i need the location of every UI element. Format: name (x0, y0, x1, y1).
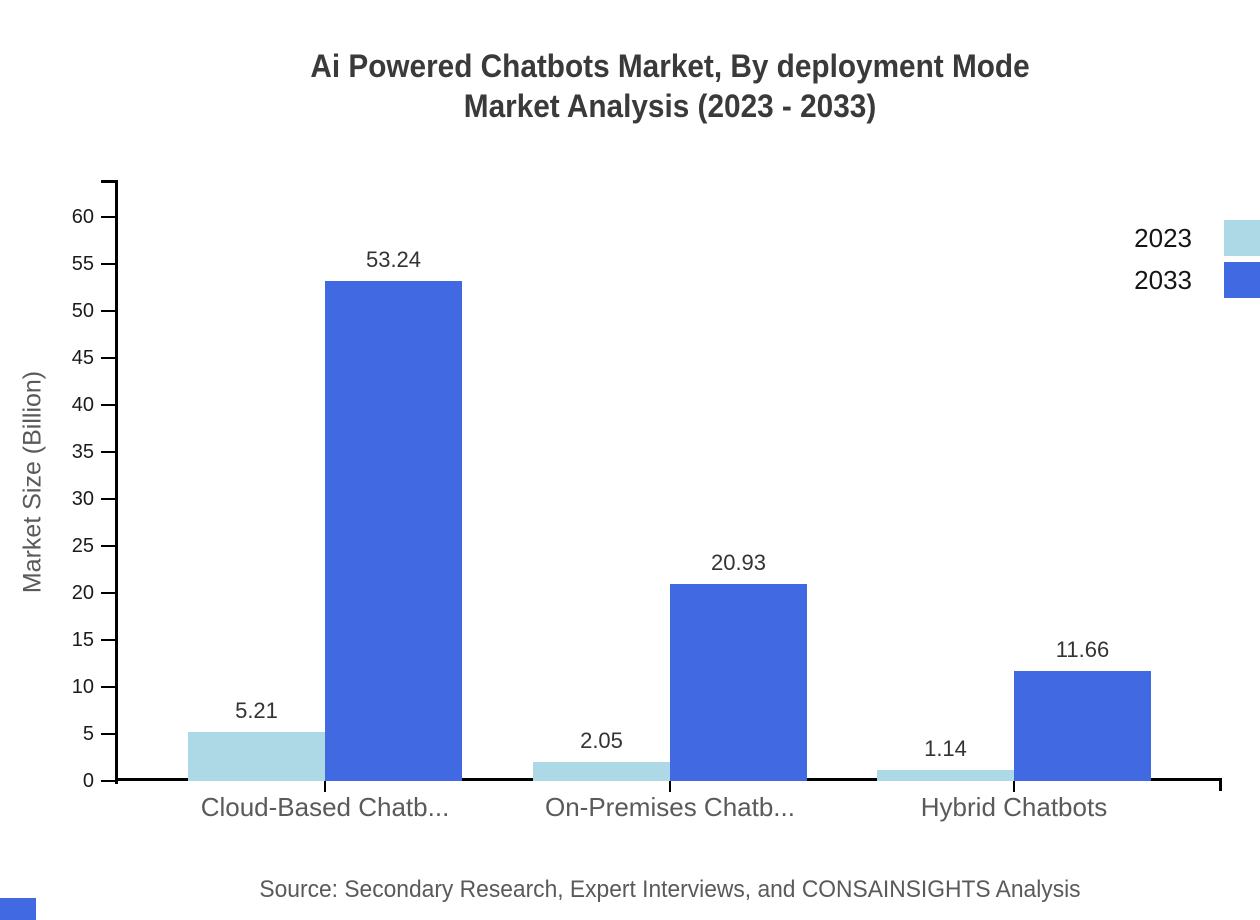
y-axis-tick (101, 639, 115, 641)
y-axis-tick-label: 60 (71, 206, 94, 228)
y-axis-tick-label: 40 (71, 394, 94, 416)
bar-2033-0 (325, 280, 462, 781)
x-axis-end-cap (1219, 781, 1222, 791)
y-axis-tick (101, 357, 115, 359)
y-axis-tick (101, 545, 115, 547)
legend-swatch-2033-icon (1224, 262, 1260, 298)
y-axis-tick-label: 20 (71, 582, 94, 604)
source-note: Source: Secondary Research, Expert Inter… (259, 876, 1081, 903)
x-axis-tick (1013, 781, 1015, 792)
y-axis-tick (101, 498, 115, 500)
legend: 2023 2033 (1134, 220, 1260, 304)
bar-2033-2 (1014, 671, 1151, 781)
y-axis-tick (101, 733, 115, 735)
chart-title-line2: Market Analysis (2023 - 2033) (463, 88, 877, 124)
y-axis-tick-label: 45 (71, 347, 94, 369)
y-axis-tick-label: 15 (71, 629, 94, 651)
y-axis-tick (101, 263, 115, 265)
y-axis-line (115, 180, 118, 784)
bar-value-label: 11.66 (1055, 637, 1110, 663)
y-axis-tick (101, 310, 115, 312)
y-axis-tick-label: 0 (82, 770, 94, 792)
bar-2023-2 (877, 770, 1014, 781)
x-axis-category-label: Hybrid Chatbots (920, 792, 1108, 822)
brand-mark (0, 898, 36, 920)
y-axis-tick-label: 50 (71, 300, 94, 322)
bar-2023-0 (188, 732, 325, 781)
bar-value-label: 1.14 (924, 736, 967, 762)
x-axis-tick (324, 781, 326, 792)
y-axis-tick (101, 404, 115, 406)
chart-title-line1: Ai Powered Chatbots Market, By deploymen… (310, 48, 1030, 84)
y-axis-tick-label: 30 (71, 488, 94, 510)
y-axis-tick-label: 25 (71, 535, 94, 557)
y-axis-tick-label: 5 (82, 723, 94, 745)
plot-area: 0 5 10 15 20 25 30 35 40 45 50 55 60 Cloud-Based Chat… (72, 180, 1222, 822)
legend-label-2033: 2033 (1134, 264, 1192, 295)
y-axis-tick (101, 592, 115, 594)
legend-swatch-2023-icon (1224, 220, 1260, 256)
y-axis-tick (101, 780, 115, 782)
bar-value-label: 2.05 (580, 727, 623, 753)
x-axis-category-label: On-Premises Chatb... (545, 792, 795, 822)
y-axis-tick (101, 216, 115, 218)
y-axis-end-cap (101, 180, 115, 183)
y-axis-tick (101, 686, 115, 688)
legend-label-2023: 2023 (1134, 222, 1192, 253)
x-axis-category-label: Cloud-Based Chatb... (200, 792, 450, 822)
legend-item-2033: 2033 (1134, 262, 1260, 298)
y-axis-tick-label: 35 (71, 441, 94, 463)
bar-value-label: 20.93 (710, 550, 767, 576)
bar-2023-1 (533, 761, 670, 781)
y-axis-tick-label: 10 (71, 676, 94, 698)
bar-value-label: 53.24 (365, 246, 422, 272)
x-axis-tick (669, 781, 671, 792)
bar-2033-1 (670, 584, 807, 781)
legend-item-2023: 2023 (1134, 220, 1260, 256)
y-axis-tick-label: 55 (71, 253, 94, 275)
chart-title: Ai Powered Chatbots Market, By deploymen… (80, 46, 1260, 126)
bar-value-label: 5.21 (235, 698, 278, 724)
y-axis-tick (101, 451, 115, 453)
